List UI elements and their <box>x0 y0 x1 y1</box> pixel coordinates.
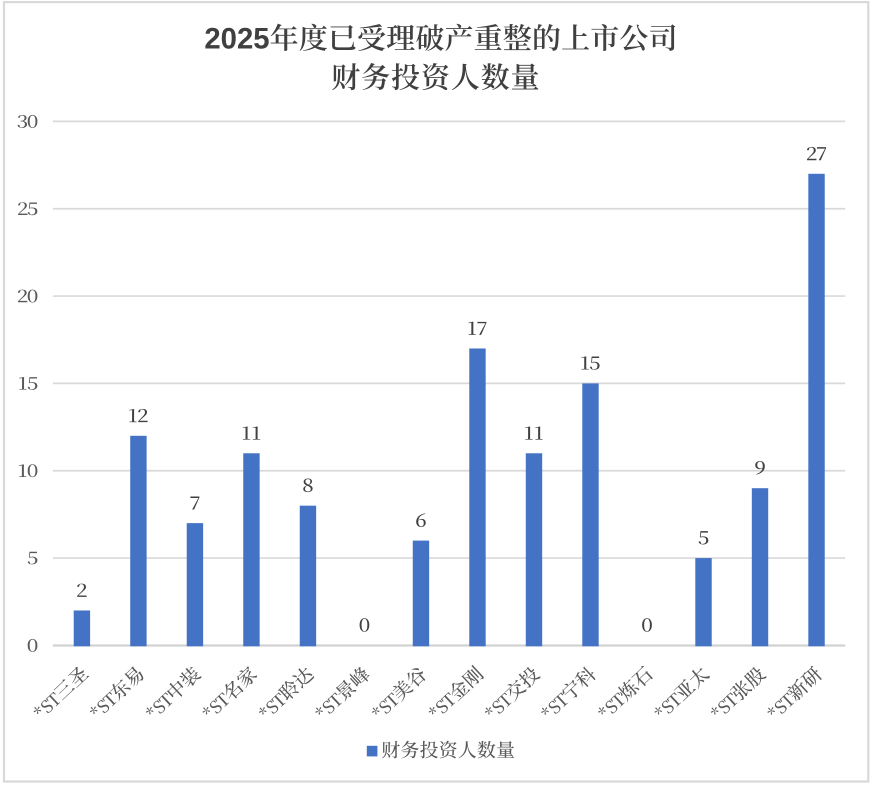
svg-text:2025: 2025 <box>204 23 269 56</box>
